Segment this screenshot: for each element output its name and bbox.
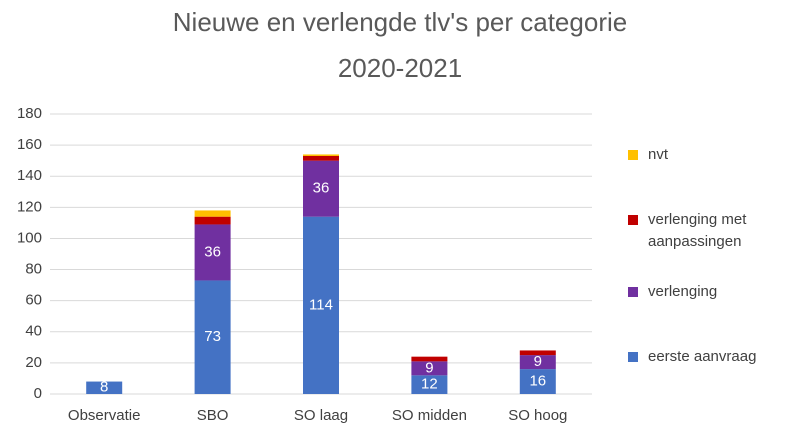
legend-swatch (628, 352, 638, 362)
chart-title: Nieuwe en verlengde tlv's per categorie (173, 7, 627, 37)
bar-segment (194, 210, 231, 217)
bar-segment (411, 361, 448, 376)
legend-item: eerste aanvraag (628, 346, 778, 368)
bar-segment (194, 216, 231, 225)
bar-segment (411, 356, 448, 362)
x-tick-label: SO midden (392, 407, 467, 424)
y-tick-label: 60 (25, 292, 42, 309)
y-tick-label: 100 (17, 229, 42, 246)
legend-label: nvt (648, 146, 669, 163)
x-tick-label: SO hoog (508, 407, 567, 424)
data-label: 36 (204, 243, 221, 260)
bar-segment (194, 224, 231, 281)
bar-segment (303, 160, 339, 217)
legend-swatch (628, 287, 638, 297)
bar-segment (194, 280, 231, 394)
bar-segment (303, 216, 339, 394)
data-label: 12 (421, 376, 438, 393)
y-tick-label: 120 (17, 198, 42, 215)
bar-segment (303, 154, 339, 156)
data-label: 16 (529, 373, 546, 390)
bar-segment (519, 355, 556, 370)
y-tick-label: 80 (25, 261, 42, 278)
legend-label: verlenging met aanpassingen (648, 211, 747, 250)
y-tick-label: 180 (17, 105, 42, 122)
legend-item: nvt (628, 144, 778, 166)
y-tick-label: 40 (25, 323, 42, 340)
bar-segment (303, 156, 339, 161)
x-tick-label: SBO (197, 407, 229, 424)
data-label: 8 (100, 379, 108, 396)
chart-subtitle: 2020-2021 (338, 53, 462, 83)
bar-segment (411, 375, 448, 394)
x-tick-label: SO laag (294, 407, 348, 424)
bar-segment (86, 381, 123, 394)
y-tick-label: 20 (25, 354, 42, 371)
data-label: 114 (309, 296, 333, 313)
legend-item: verlenging met aanpassingen (628, 209, 778, 253)
legend-swatch (628, 150, 638, 160)
data-label: 9 (425, 359, 433, 376)
data-label: 36 (313, 180, 330, 197)
bar-segment (519, 369, 556, 394)
y-tick-label: 0 (34, 385, 42, 402)
y-tick-label: 140 (17, 167, 42, 184)
legend-label: verlenging (648, 283, 718, 300)
legend-item: verlenging (628, 281, 778, 303)
data-label: 73 (204, 328, 221, 345)
legend-swatch (628, 215, 638, 225)
bar-segment (519, 350, 556, 356)
legend-label: eerste aanvraag (648, 348, 757, 365)
x-tick-label: Observatie (68, 407, 141, 424)
y-tick-label: 160 (17, 136, 42, 153)
data-label: 9 (534, 353, 542, 370)
